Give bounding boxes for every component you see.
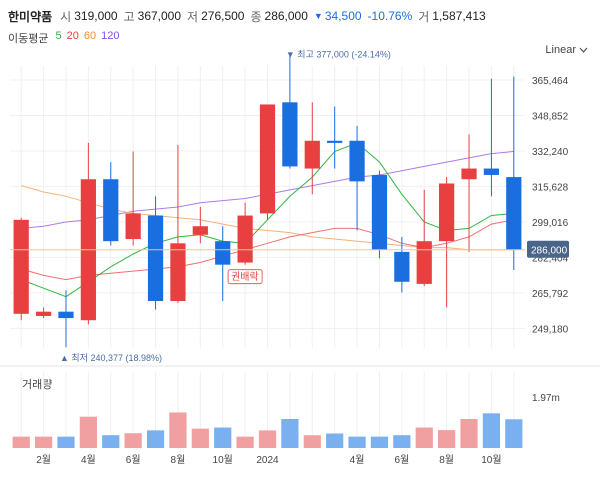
volume-max-label: 1.97m [532, 393, 560, 404]
ma-period-60[interactable]: 60 [83, 30, 97, 42]
volume-bar [370, 436, 389, 448]
x-tick-label: 4월 [81, 454, 96, 466]
y-tick-label: 249,180 [532, 324, 569, 335]
x-tick-label: 10월 [481, 454, 501, 466]
x-tick-label: 2024 [256, 455, 279, 466]
moving-average-legend[interactable]: 이동평균 5 20 60 120 [8, 30, 119, 46]
candle-body [416, 241, 432, 284]
candle-body [483, 168, 500, 175]
volume-bar [415, 427, 433, 448]
volume-bar [348, 436, 366, 448]
volume-bar [393, 435, 411, 448]
price-header: 한미약품 시 319,000 고 367,000 저 276,500 종 286… [8, 6, 492, 26]
volume-bar [505, 419, 523, 448]
candle-body [282, 102, 298, 167]
volume-bar [12, 436, 30, 448]
candle-body [215, 241, 231, 265]
change-value: 34,500 [324, 9, 362, 23]
x-tick-label: 6월 [126, 454, 141, 466]
candle-body [13, 219, 29, 314]
candle-body [237, 215, 253, 263]
scale-label: Linear [545, 44, 576, 56]
x-tick-label: 10월 [213, 454, 233, 466]
candle-body [58, 311, 74, 319]
candle-body [304, 140, 320, 169]
volume-bar [236, 436, 254, 448]
y-tick-label: 315,628 [532, 182, 569, 193]
candle-body [147, 215, 164, 301]
volume-bar [303, 435, 321, 448]
close-value: 286,000 [264, 9, 308, 23]
moving-average-label: 이동평균 [8, 33, 49, 45]
candle-body [394, 251, 410, 282]
chevron-down-icon [579, 47, 588, 53]
low-annotation: ▲ 최저 240,377 (18.98%) [60, 353, 162, 363]
x-tick-label: 8월 [439, 454, 454, 466]
y-tick-label: 365,464 [532, 76, 569, 87]
volume-bar [146, 430, 165, 448]
open-value: 319,000 [74, 9, 118, 23]
y-tick-label: 265,792 [532, 289, 569, 300]
candle-body [103, 179, 119, 242]
high-annotation: ▼ 최고 377,000 (-24.14%) [286, 49, 391, 59]
volume-bar [57, 436, 75, 448]
low-label: 저 [187, 9, 199, 24]
ma-period-5[interactable]: 5 [55, 30, 62, 42]
x-tick-label: 8월 [171, 454, 186, 466]
moving-average-periods: 5 20 60 120 [55, 30, 119, 46]
high-value: 367,000 [137, 9, 182, 23]
volume-label: 거 [418, 9, 430, 24]
candle-body [192, 226, 208, 235]
y-tick-label: 348,852 [532, 111, 569, 122]
y-tick-label: 299,016 [532, 218, 569, 229]
current-price-tag [527, 240, 569, 258]
x-tick-label: 6월 [394, 454, 409, 466]
volume-value: 1,587,413 [432, 9, 486, 23]
volume-bar [79, 416, 97, 448]
volume-bar [214, 427, 232, 448]
open-label: 시 [60, 9, 72, 24]
low-value: 276,500 [201, 9, 245, 23]
high-label: 고 [123, 9, 135, 24]
volume-bar [191, 428, 209, 448]
close-label: 종 [250, 9, 262, 24]
volume-panel-title: 거래량 [22, 379, 53, 391]
candle-body [371, 174, 388, 250]
volume-bar [169, 412, 187, 448]
volume-bar [102, 435, 120, 448]
x-tick-label: 4월 [350, 454, 365, 466]
y-tick-label: 332,240 [532, 147, 569, 158]
candle-body [35, 311, 52, 316]
ma-period-20[interactable]: 20 [66, 30, 79, 42]
volume-bar [438, 430, 456, 448]
scale-selector-button[interactable]: Linear [545, 44, 588, 56]
candle-body [327, 140, 343, 143]
current-price-label: 286,000 [531, 246, 568, 257]
candle-body [439, 183, 455, 242]
ma-period-120[interactable]: 120 [101, 30, 120, 42]
candle-body [259, 104, 276, 214]
event-tag-box [227, 269, 263, 285]
candle-body [349, 140, 365, 182]
x-tick-label: 2월 [36, 454, 51, 466]
candle-body [125, 213, 141, 240]
change-arrow-icon: ▼ [313, 11, 323, 21]
volume-bar [482, 413, 501, 448]
change-percent: -10.76% [367, 9, 413, 23]
volume-bar [326, 433, 344, 448]
stock-name[interactable]: 한미약품 [8, 9, 53, 24]
y-tick-label: 282,404 [532, 253, 569, 264]
volume-bar [258, 430, 277, 448]
candle-body [461, 168, 477, 180]
volume-bar [124, 433, 142, 448]
volume-bar [460, 419, 478, 448]
candle-body [506, 177, 522, 250]
volume-bar [281, 419, 299, 448]
candle-body [170, 243, 186, 301]
volume-bar [34, 436, 53, 448]
event-annotation: 권배락 [231, 271, 259, 283]
